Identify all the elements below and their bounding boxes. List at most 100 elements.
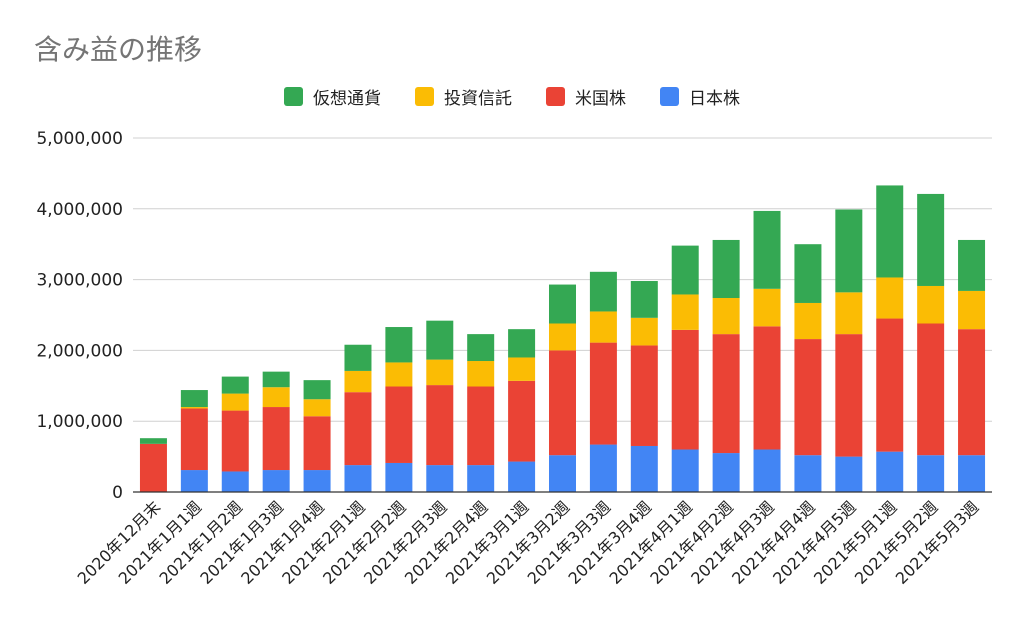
bar-segment (139, 443, 167, 492)
bar-segment (549, 323, 576, 351)
bar-segment (589, 342, 617, 445)
bar-segment (549, 455, 576, 492)
bar-segment (508, 461, 536, 492)
legend-swatch (546, 87, 565, 106)
y-tick-label: 3,000,000 (36, 271, 123, 291)
bar-segment (753, 449, 781, 492)
bar-segment (671, 245, 699, 295)
bar-segment (385, 327, 413, 363)
y-tick-label: 5,000,000 (36, 129, 123, 149)
bar-segment (180, 407, 208, 409)
bar-segment (794, 455, 822, 492)
bar-segment (671, 329, 699, 450)
bar-segment (180, 470, 208, 492)
bar-segment (549, 284, 576, 324)
bar-segment (508, 357, 536, 381)
bar-segment (262, 387, 290, 408)
bar-segment (385, 362, 413, 387)
bar-segment (630, 345, 658, 446)
bar-segment (262, 407, 290, 471)
legend-label: 日本株 (689, 89, 740, 109)
bar-segment (180, 390, 208, 408)
bar-segment (467, 361, 495, 387)
bar-segment (712, 453, 740, 492)
legend-item: 投資信託 (415, 84, 512, 109)
bar-segment (958, 290, 986, 330)
bar-segment (876, 451, 904, 492)
bar-segment (467, 465, 495, 492)
bar-segment (303, 399, 331, 417)
bar-segment (221, 410, 249, 472)
bar-segment (180, 408, 208, 471)
bar-segment (303, 470, 331, 492)
bar-segment (753, 288, 781, 327)
bar-segment (221, 471, 249, 492)
bar-segment (303, 416, 331, 471)
bar-segment (876, 318, 904, 452)
bar-segment (344, 392, 372, 466)
bar-segment (467, 334, 495, 362)
legend-swatch (284, 87, 303, 106)
bar-segment (630, 445, 658, 492)
bar-segment (385, 462, 413, 492)
bar-segment (917, 455, 945, 492)
legend-label: 投資信託 (444, 89, 512, 109)
bar-segment (794, 244, 822, 303)
bar-segment (712, 334, 740, 454)
bar-segment (835, 209, 863, 293)
y-tick-label: 0 (112, 483, 123, 503)
bar-segment (671, 294, 699, 330)
bar-segment (344, 465, 372, 492)
legend-swatch (660, 87, 679, 106)
bar-segment (589, 311, 617, 343)
bar-segment (344, 370, 372, 393)
bar-segment (221, 376, 249, 394)
bar-segment (835, 456, 863, 492)
bar-segment (303, 380, 331, 400)
bar-segment (508, 380, 536, 462)
bar-segment (917, 285, 945, 324)
bar-segment (794, 339, 822, 456)
bar-segment (385, 386, 413, 463)
bar-segment (589, 271, 617, 312)
bar-segment (835, 334, 863, 457)
bar-segment (876, 277, 904, 319)
bar-segment (671, 449, 699, 492)
bar-segment (958, 455, 986, 492)
bar-segment (876, 185, 904, 278)
bar-segment (344, 344, 372, 371)
bar-segment (917, 323, 945, 456)
bar-segment (508, 329, 536, 358)
bar-segment (589, 444, 617, 492)
bar-segment (835, 292, 863, 335)
bar-segment (958, 239, 986, 291)
bar-segment (753, 326, 781, 450)
bar-segment (630, 281, 658, 318)
legend-item: 米国株 (546, 84, 626, 109)
y-tick-label: 2,000,000 (36, 341, 123, 361)
chart-title: 含み益の推移 (34, 33, 203, 66)
bar-segment (549, 350, 576, 456)
bar-segment (426, 320, 454, 360)
y-tick-label: 1,000,000 (36, 412, 123, 432)
bar-segment (794, 302, 822, 340)
bar-segment (917, 193, 945, 286)
bar-segment (426, 359, 454, 386)
bar-segment (262, 371, 290, 388)
bar-segment (712, 239, 740, 299)
bar-segment (262, 470, 290, 492)
legend-item: 仮想通貨 (284, 84, 381, 109)
bar-segment (712, 298, 740, 335)
bar-segment (467, 386, 495, 466)
bar-segment (630, 317, 658, 346)
bar-segment (958, 329, 986, 456)
legend-label: 米国株 (575, 89, 626, 109)
bar-segment (753, 210, 781, 289)
bar-segment (221, 393, 249, 411)
bar-segment (139, 438, 167, 444)
y-tick-label: 4,000,000 (36, 200, 123, 220)
legend-label: 仮想通貨 (313, 89, 381, 109)
bar-segment (426, 465, 454, 492)
